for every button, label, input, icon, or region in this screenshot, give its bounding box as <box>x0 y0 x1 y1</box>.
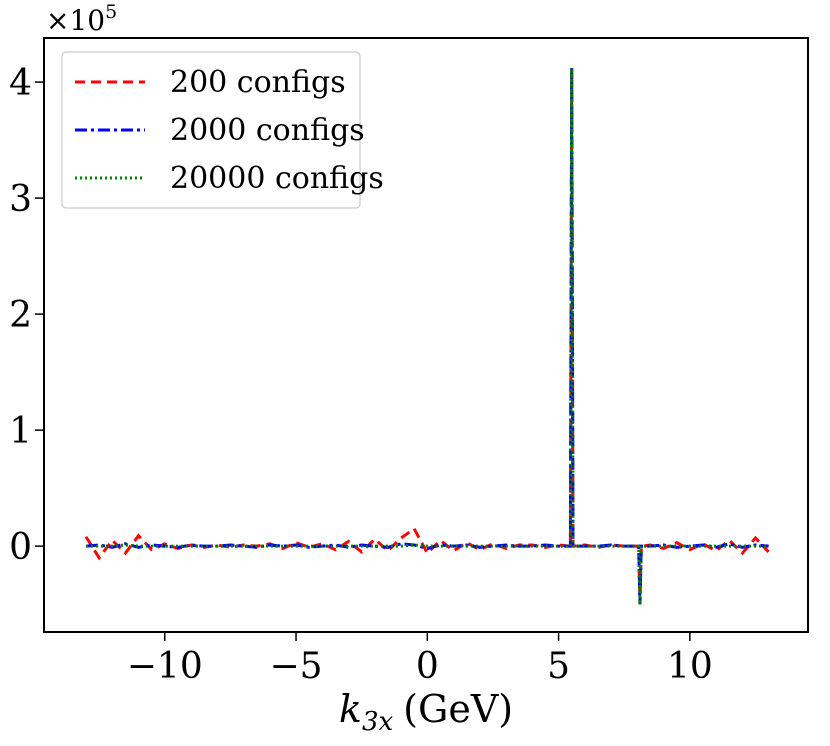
legend-label: 20000 configs <box>170 161 384 196</box>
y-tick-label: 1 <box>9 411 32 452</box>
legend-box <box>61 51 361 209</box>
x-tick-label: 10 <box>667 646 713 687</box>
x-tick-label: 0 <box>416 646 439 687</box>
plot-frame <box>43 37 809 633</box>
y-tick-label: 4 <box>9 63 32 104</box>
y-tick-label: 0 <box>9 527 32 568</box>
x-tick-label: 5 <box>547 646 570 687</box>
x-tick-label: −10 <box>127 646 203 687</box>
y-tick-label: 3 <box>9 179 32 220</box>
x-label-subscript: 3x <box>362 707 394 737</box>
multiplier-base: ×10 <box>46 4 105 37</box>
x-label-unit: (GeV) <box>403 687 513 731</box>
y-tick-label: 2 <box>9 295 32 336</box>
y-multiplier: ×105 <box>46 1 117 37</box>
legend-label: 200 configs <box>170 65 346 100</box>
series-line <box>85 68 769 605</box>
x-label-symbol: k <box>339 687 362 731</box>
x-tick-label: −5 <box>270 646 323 687</box>
legend-label: 2000 configs <box>170 113 365 148</box>
x-axis-label: k3x (GeV) <box>339 687 513 737</box>
legend: 200 configs 2000 configs 20000 configs <box>61 51 384 209</box>
multiplier-exponent: 5 <box>105 1 117 23</box>
